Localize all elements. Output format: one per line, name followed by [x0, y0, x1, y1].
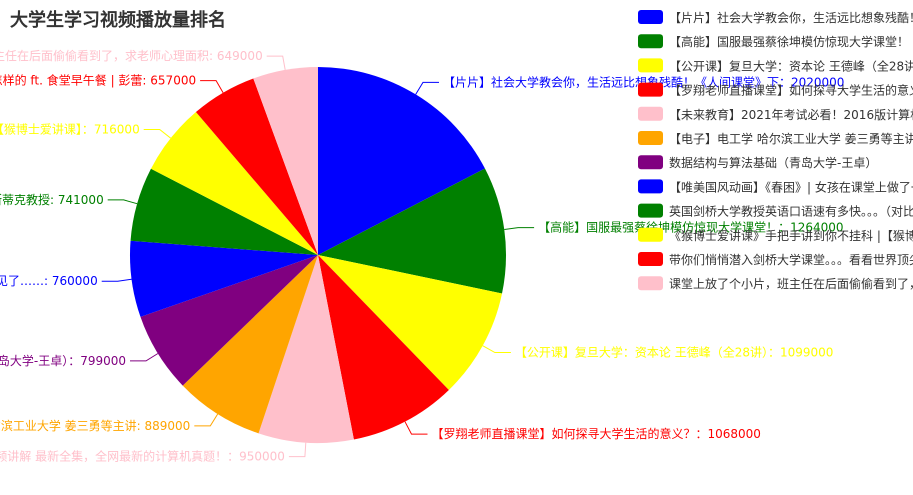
legend-label-3[interactable]: 【公开课】复旦大学：资本论 王德峰（全28讲）: [669, 58, 913, 73]
legend-label-4[interactable]: 【罗翔老师直播课堂】如何探寻大学生活的意义？: [669, 83, 913, 98]
chart-title: 大学生学习视频播放量排名: [10, 10, 226, 31]
leader-line-6: [194, 413, 219, 427]
legend-label-8[interactable]: 【唯美国风动画】《春困》| 女孩在课堂上做了一个梦: [669, 179, 913, 194]
legend-swatch-1[interactable]: [638, 10, 663, 24]
pie-slice-2[interactable]: [318, 168, 507, 294]
slice-label-5: 真题视频讲解 最新全集，全网最新的计算机真题！：950000: [0, 449, 285, 464]
pie-slice-3[interactable]: [318, 255, 503, 390]
pie-slice-7[interactable]: [140, 255, 318, 386]
leader-line-5: [288, 442, 307, 458]
pie-slice-8[interactable]: [130, 240, 318, 317]
legend-swatch-6[interactable]: [638, 131, 663, 145]
legend-label-12[interactable]: 课堂上放了个小片，班主任在后面偷偷看到了，求老师心理面积: [669, 276, 913, 291]
leader-line-12: [266, 55, 286, 70]
pie-slice-9[interactable]: [130, 168, 318, 255]
pie-slice-4[interactable]: [318, 255, 449, 440]
slice-label-7: 数据结构与算法基础（青岛大学-王卓）：799000: [0, 353, 126, 368]
leader-line-10: [143, 129, 172, 139]
legend-swatch-10[interactable]: [638, 227, 663, 242]
pie-slice-11[interactable]: [195, 78, 318, 255]
legend-label-1[interactable]: 【片片】社会大学教会你，生活远比想象残酷！《人间课堂》下: [669, 10, 913, 25]
legend-swatch-7[interactable]: [638, 155, 663, 170]
slice-label-6: 【电子】电工学 哈尔滨工业大学 姜三勇等主讲: 889000: [0, 418, 190, 433]
leader-line-11: [200, 80, 224, 93]
legend-label-6[interactable]: 【电子】电工学 哈尔滨工业大学 姜三勇等主讲: [669, 131, 913, 146]
leader-line-9: [107, 199, 138, 205]
slice-label-11: 看看世界顶尖学府的课堂是怎样的 ft. 食堂早午餐 | 彭蕾: 657000: [0, 73, 196, 88]
legend-label-2[interactable]: 【高能】国服最强蔡徐坤模仿惊现大学课堂！: [669, 34, 909, 49]
legend-swatch-8[interactable]: [638, 179, 663, 194]
legend-swatch-4[interactable]: [638, 82, 663, 97]
leader-line-4: [404, 421, 428, 435]
legend-label-10[interactable]: 《猴博士爱讲课》手把手讲到你不挂科 |【猴博士爱讲课】: [669, 228, 913, 243]
pie-slice-6[interactable]: [182, 255, 318, 434]
pie-slice-10[interactable]: [150, 112, 318, 256]
slice-label-12: 课堂上放了个小片，班主任在后面偷偷看到了，求老师心理面积: 649000: [0, 48, 263, 63]
legend-swatch-12[interactable]: [638, 276, 663, 291]
leader-line-1: [415, 81, 439, 95]
legend-label-9[interactable]: 英国剑桥大学教授英语口语速有多快。。。（对比一下中国大学课堂）: [669, 204, 913, 219]
leader-line-8: [101, 278, 132, 282]
legend-label-5[interactable]: 【未来教育】2021年考试必看！2016版计算机二级MS Office高级应用: [669, 107, 913, 122]
slice-label-2: 【高能】国服最强蔡徐坤模仿惊现大学课堂！：1264000: [538, 220, 843, 235]
leader-line-3: [482, 345, 511, 353]
slice-label-1: 【片片】社会大学教会你，生活远比想象残酷！《人间课堂》下：2020000: [443, 74, 844, 89]
slice-label-3: 【公开课】复旦大学：资本论 王德峰（全28讲）：1099000: [515, 345, 834, 360]
leader-line-2: [504, 227, 535, 230]
legend-swatch-9[interactable]: [638, 203, 663, 218]
pie-slice-12[interactable]: [253, 66, 318, 255]
legend-swatch-11[interactable]: [638, 252, 663, 266]
slice-label-8: 女孩在课堂上做了一个梦，梦见了……: 760000: [0, 273, 98, 288]
slice-label-10: 《猴博士爱讲课》手把手讲到你不挂科 |【猴博士爱讲课】：716000: [0, 122, 140, 137]
legend-swatch-5[interactable]: [638, 106, 663, 121]
slice-label-4: 【罗翔老师直播课堂】如何探寻大学生活的意义？：1068000: [432, 426, 761, 441]
legend-label-7[interactable]: 数据结构与算法基础（青岛大学-王卓）: [669, 155, 877, 170]
leader-line-7: [130, 353, 159, 362]
legend-swatch-3[interactable]: [638, 58, 663, 73]
legend-label-11[interactable]: 带你们悄悄潜入剑桥大学课堂。。。看看世界顶尖学府的课堂是怎样的: [669, 252, 913, 267]
pie-slice-5[interactable]: [258, 255, 354, 443]
slice-label-9: 刘立斌教授 & 卡特亚克斯彼得斯斯蒂克教授: 741000: [0, 192, 104, 207]
pie-slice-1[interactable]: [318, 67, 485, 255]
legend-swatch-2[interactable]: [638, 34, 663, 49]
